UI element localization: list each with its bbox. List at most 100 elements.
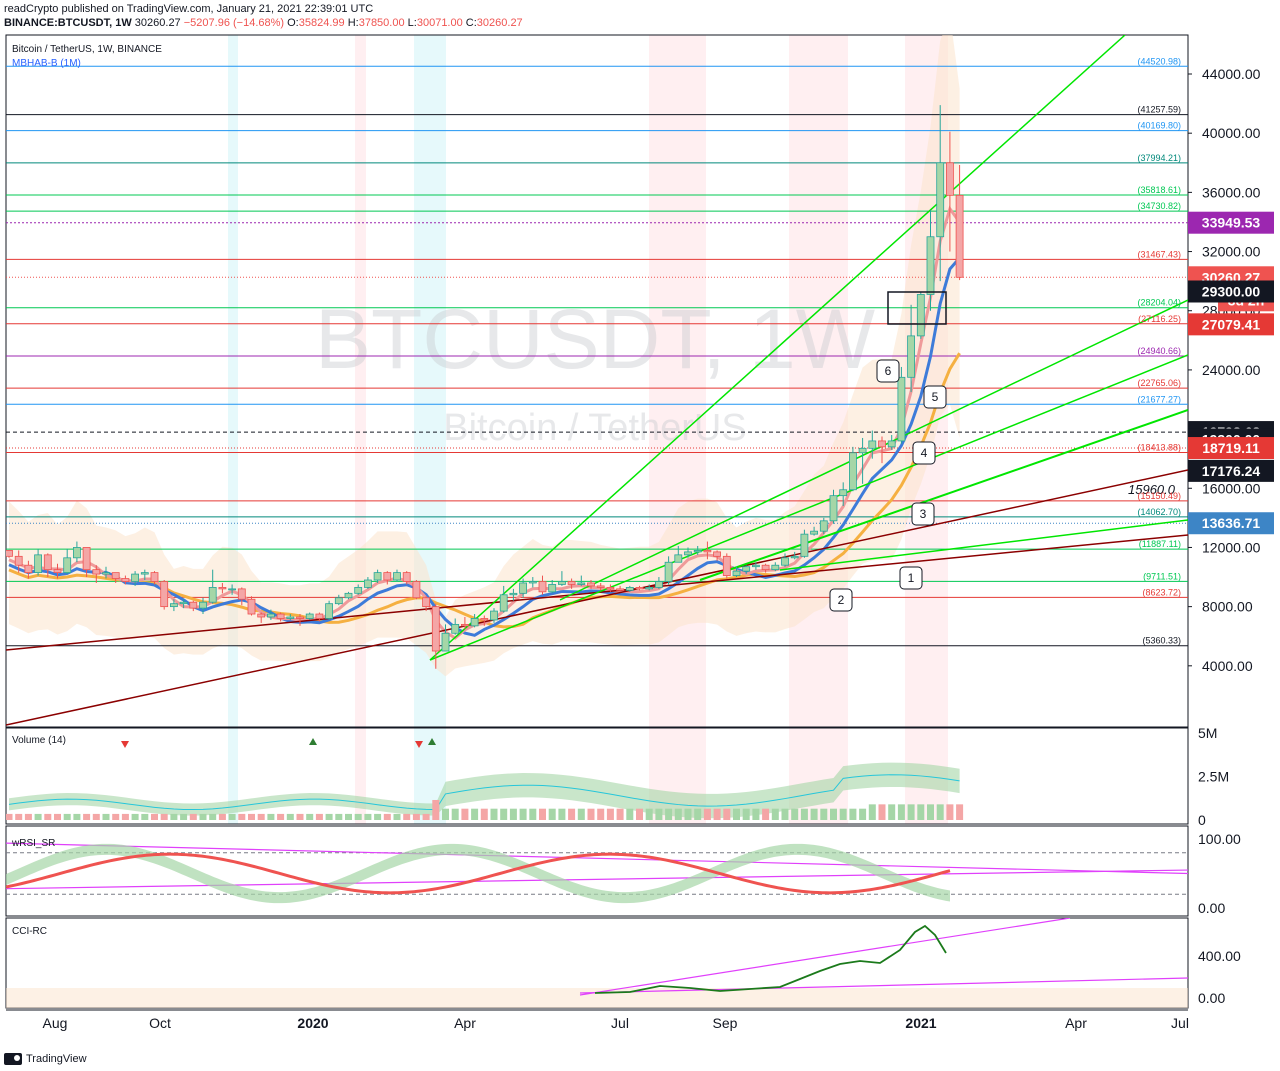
signal-arrow <box>415 741 423 748</box>
level-label: (18413.88) <box>1137 443 1181 453</box>
candle-body <box>451 623 460 634</box>
candle-body <box>422 597 431 608</box>
volume-bar <box>34 813 42 820</box>
highlight-band <box>228 35 238 727</box>
volume-bar <box>878 804 886 820</box>
publish-line: readCrypto published on TradingView.com,… <box>4 3 374 15</box>
volume-bar <box>606 808 614 820</box>
price-badge <box>1188 459 1274 482</box>
watermark-name: Bitcoin / TetherUS <box>443 407 746 449</box>
volume-bar <box>490 808 498 820</box>
volume-bar <box>306 813 314 820</box>
volume-bar <box>83 813 91 820</box>
level-label: (14062.70) <box>1137 507 1181 517</box>
candle-body <box>373 572 382 581</box>
level-label: (21677.27) <box>1137 394 1181 404</box>
candle-body <box>548 584 557 593</box>
candle-body <box>102 572 110 575</box>
volume-bar <box>771 808 779 820</box>
candle-body <box>936 162 945 238</box>
candle-body <box>169 603 178 608</box>
level-label: (35818.61) <box>1137 185 1181 195</box>
candle-body <box>199 601 207 609</box>
volume-bar <box>141 813 149 820</box>
volume-bar <box>859 808 867 820</box>
volume-bar <box>480 808 488 820</box>
change-value: −5207.96 (−14.68%) <box>183 17 285 29</box>
volume-bar <box>800 808 808 820</box>
wave-label-box <box>912 441 936 465</box>
wave-label-box <box>829 588 853 612</box>
level-label: (27116.25) <box>1138 314 1181 324</box>
legend-title: Bitcoin / TetherUS, 1W, BINANCE <box>12 44 162 55</box>
y-tick-label: 12000.00 <box>1202 539 1261 555</box>
volume-bar <box>160 813 168 820</box>
candle-body <box>150 572 159 582</box>
candle-body <box>596 585 605 588</box>
candle-body <box>829 495 838 522</box>
candle-body <box>334 597 343 605</box>
x-tick-label: 2020 <box>297 1015 328 1031</box>
legend-indicator: MBHAB-B (1M) <box>12 58 81 69</box>
volume-bar <box>917 804 925 820</box>
volume-bar <box>665 808 673 820</box>
candle-body <box>606 587 615 590</box>
wave-label: 1 <box>908 571 915 585</box>
open-value: 35824.99 <box>298 17 345 29</box>
y-tick-label: 16000.00 <box>1202 480 1261 496</box>
rsi-trend-line <box>6 842 1188 875</box>
candle-body <box>431 606 440 652</box>
volume-bar <box>936 804 944 820</box>
candle-body <box>441 632 450 652</box>
volume-bar <box>529 808 537 820</box>
price-badge-label: 29300.00 <box>1202 283 1261 299</box>
candle-body <box>955 194 964 278</box>
candle-body <box>887 440 896 448</box>
trend-line <box>6 469 1188 726</box>
candle-body <box>53 569 62 574</box>
candle-body <box>916 294 925 337</box>
trend-line <box>559 299 1188 601</box>
level-label: (9711.51) <box>1143 571 1181 581</box>
volume-bar <box>568 808 576 820</box>
volume-bar <box>849 808 857 820</box>
candle-body <box>470 618 479 627</box>
volume-bar <box>509 808 517 820</box>
volume-bar <box>151 813 158 820</box>
volume-bar <box>6 813 13 820</box>
low-value: 30071.00 <box>416 17 463 29</box>
x-tick-label: Jul <box>611 1015 629 1031</box>
candle-body <box>577 582 586 585</box>
volume-bar <box>558 808 566 820</box>
candle-body <box>14 555 23 566</box>
candle-body <box>703 550 712 553</box>
volume-bar <box>209 813 217 820</box>
y-tick-label: 32000.00 <box>1202 244 1261 260</box>
annotation-text: 15960.0 <box>1128 482 1176 497</box>
y-tick-label: 44000.00 <box>1202 66 1261 82</box>
volume-bar <box>810 808 818 820</box>
candle-body <box>800 533 809 557</box>
volume-bar <box>15 813 23 820</box>
price-badge <box>1188 512 1274 535</box>
volume-bar <box>703 808 711 820</box>
volume-bar <box>791 808 799 820</box>
close-price: 30260.27 <box>134 17 181 29</box>
level-label: (41257.59) <box>1137 105 1181 115</box>
candle-body <box>858 447 867 454</box>
volume-bar <box>956 804 964 820</box>
candle-body <box>868 440 877 449</box>
volume-bar <box>325 813 333 820</box>
volume-bar <box>73 813 81 820</box>
volume-bar <box>315 813 323 820</box>
footer-brand[interactable]: TradingView <box>4 1053 87 1065</box>
x-tick-label: Sep <box>713 1015 738 1031</box>
level-label: (8623.72) <box>1142 587 1181 597</box>
volume-bar <box>597 808 605 820</box>
volume-bar <box>364 813 372 820</box>
volume-bar <box>733 808 740 820</box>
y-tick-label: 36000.00 <box>1202 184 1261 200</box>
price-badge-label: 17176.24 <box>1202 463 1261 479</box>
volume-bar <box>228 813 236 820</box>
